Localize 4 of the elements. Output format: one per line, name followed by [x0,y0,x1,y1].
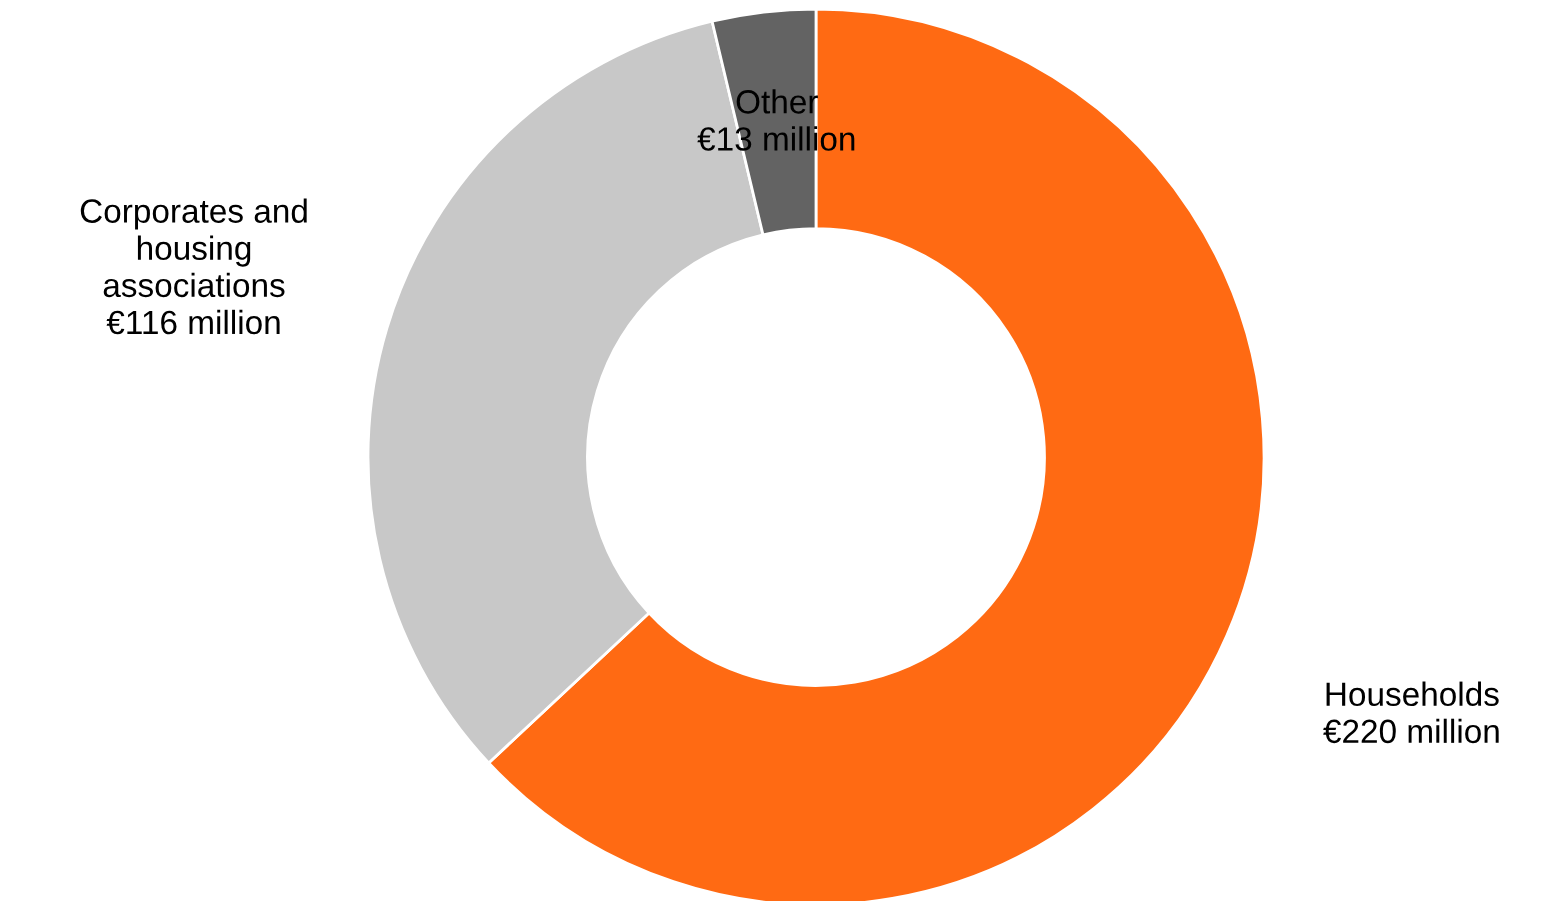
data-label: €116 million [106,309,280,335]
slice-label: Corporates and housing associations [80,198,307,298]
data-label: €220 million [1323,718,1499,744]
slice-label: Households [1326,681,1499,707]
